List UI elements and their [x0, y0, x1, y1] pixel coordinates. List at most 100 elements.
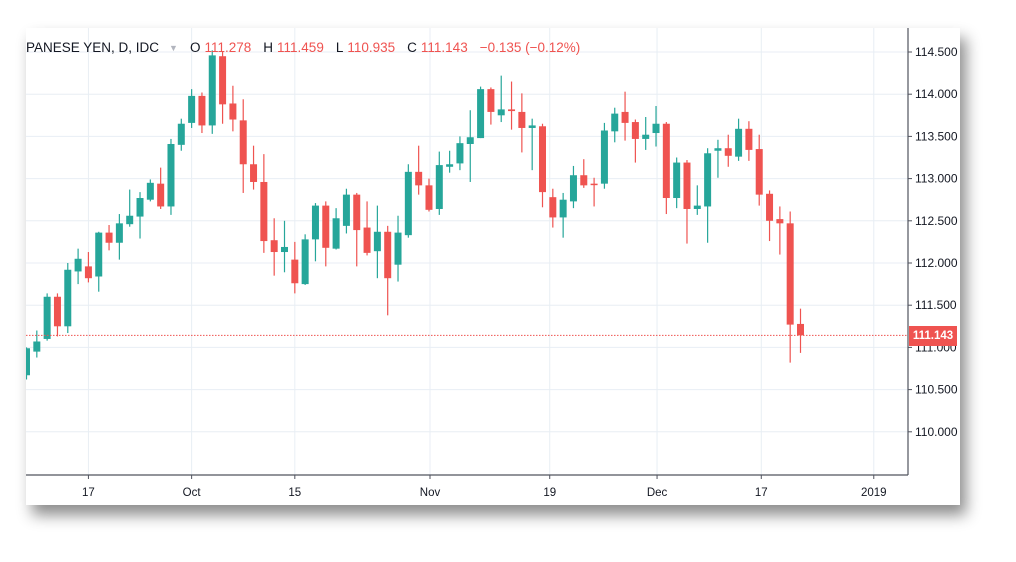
candle-down[interactable]	[786, 211, 794, 363]
candle-up[interactable]	[33, 330, 41, 358]
candle-body	[518, 111, 526, 128]
candle-down[interactable]	[105, 225, 113, 251]
candle-up[interactable]	[311, 203, 319, 262]
candle-down[interactable]	[353, 192, 361, 267]
candle-down[interactable]	[384, 225, 392, 316]
candle-up[interactable]	[95, 231, 103, 292]
candle-down[interactable]	[631, 119, 639, 163]
candle-down[interactable]	[508, 81, 516, 130]
candle-up[interactable]	[404, 164, 412, 238]
candle-up[interactable]	[673, 157, 681, 209]
candle-up[interactable]	[342, 188, 350, 234]
candle-down[interactable]	[415, 145, 423, 195]
candle-down[interactable]	[260, 154, 268, 253]
candle-down[interactable]	[229, 85, 237, 132]
candle-body	[342, 194, 350, 226]
candle-up[interactable]	[188, 89, 196, 128]
candle-down[interactable]	[425, 178, 433, 212]
candle-down[interactable]	[724, 134, 732, 167]
candle-up[interactable]	[43, 293, 51, 341]
candle-body	[724, 148, 732, 156]
candle-down[interactable]	[776, 206, 784, 255]
candle-up[interactable]	[611, 107, 619, 143]
candle-body	[631, 122, 639, 139]
candle-body	[415, 171, 423, 186]
candle-body	[53, 296, 61, 327]
candle-down[interactable]	[322, 201, 330, 267]
candle-down[interactable]	[219, 52, 227, 124]
candle-down[interactable]	[662, 122, 670, 215]
candle-down[interactable]	[580, 159, 588, 188]
candle-up[interactable]	[642, 116, 650, 150]
candle-up[interactable]	[446, 150, 454, 173]
candle-up[interactable]	[281, 220, 288, 273]
candle-body	[136, 198, 144, 217]
candle-up[interactable]	[652, 106, 660, 147]
candle-up[interactable]	[466, 110, 474, 182]
candle-body	[683, 162, 691, 209]
candle-up[interactable]	[373, 205, 381, 279]
candle-up[interactable]	[559, 192, 567, 238]
candle-up[interactable]	[167, 138, 175, 215]
candle-down[interactable]	[518, 93, 526, 153]
candle-up[interactable]	[208, 50, 216, 134]
candle-body	[353, 194, 361, 231]
candle-down[interactable]	[363, 201, 371, 256]
x-tick-label: Nov	[420, 487, 441, 499]
candle-down[interactable]	[198, 92, 206, 134]
x-tick-label: 17	[82, 487, 95, 499]
chevron-down-icon[interactable]: ▼	[169, 42, 178, 53]
candle-body	[569, 175, 577, 202]
candle-up[interactable]	[177, 118, 185, 151]
candle-down[interactable]	[539, 123, 546, 208]
candle-up[interactable]	[394, 215, 402, 282]
candle-down[interactable]	[239, 99, 247, 193]
candle-up[interactable]	[74, 248, 82, 285]
candle-body	[673, 162, 681, 199]
candle-up[interactable]	[301, 234, 309, 285]
candle-body	[115, 223, 123, 243]
candle-body	[74, 258, 82, 272]
candle-up[interactable]	[136, 192, 144, 239]
candle-body	[394, 232, 402, 265]
candle-body	[477, 89, 485, 139]
candle-up[interactable]	[435, 151, 443, 215]
candle-up[interactable]	[64, 263, 72, 334]
candle-down[interactable]	[745, 121, 753, 161]
candle-up[interactable]	[456, 136, 464, 171]
candle-down[interactable]	[53, 293, 61, 337]
candle-up[interactable]	[477, 86, 485, 139]
candle-up[interactable]	[600, 122, 608, 189]
candle-down[interactable]	[766, 190, 774, 242]
candle-up[interactable]	[126, 189, 134, 227]
candle-up[interactable]	[115, 214, 123, 260]
candle-up[interactable]	[735, 118, 743, 161]
symbol-legend: PANESE YEN, D, IDC ▼ O 111.278 H 111.459 L…	[26, 40, 580, 55]
candle-down[interactable]	[590, 177, 598, 207]
candle-down[interactable]	[683, 160, 691, 244]
candle-up[interactable]	[528, 118, 536, 171]
candle-up[interactable]	[704, 148, 712, 243]
candle-down[interactable]	[84, 252, 92, 283]
candle-down[interactable]	[755, 134, 763, 206]
candle-down[interactable]	[487, 87, 495, 125]
candle-down[interactable]	[270, 218, 278, 276]
candle-down[interactable]	[157, 167, 165, 209]
candle-up[interactable]	[146, 179, 154, 202]
candle-up[interactable]	[569, 165, 577, 209]
candle-up[interactable]	[332, 208, 340, 250]
candle-down[interactable]	[797, 308, 804, 353]
candle-body	[260, 181, 268, 242]
candle-up[interactable]	[693, 185, 701, 215]
candle-down[interactable]	[291, 241, 299, 294]
candle-body	[33, 341, 41, 352]
candle-up[interactable]	[714, 139, 722, 178]
candle-down[interactable]	[549, 188, 557, 228]
candle-up[interactable]	[497, 75, 505, 123]
candle-down[interactable]	[250, 145, 258, 190]
candle-body	[766, 193, 774, 221]
candle-down[interactable]	[621, 91, 629, 141]
candle-up[interactable]	[23, 347, 30, 380]
symbol-title[interactable]: PANESE YEN, D, IDC	[26, 40, 160, 55]
